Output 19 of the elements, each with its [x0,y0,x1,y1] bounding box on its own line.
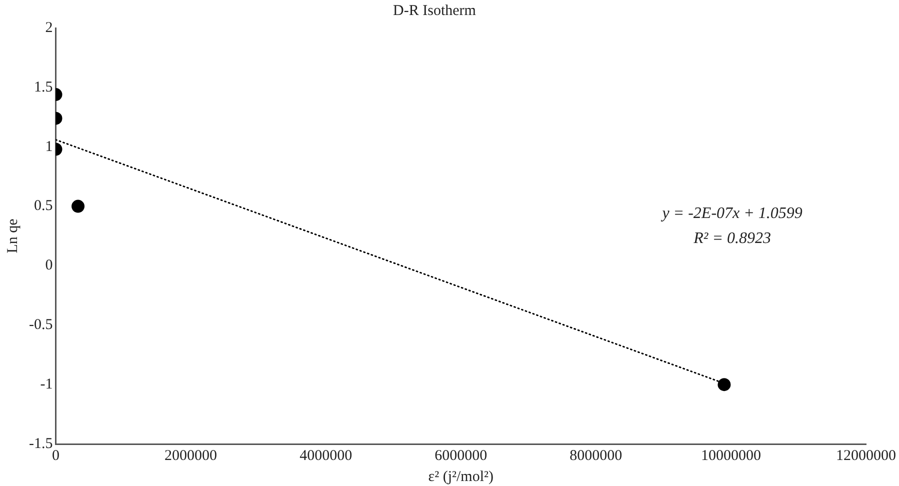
y-tick-label: 1.5 [34,79,53,96]
y-tick-label: 2 [45,20,53,36]
annotation: R² = 0.8923 [692,230,771,247]
x-axis-title: ε² (j²/mol²) [428,468,494,485]
y-tick-label: 0.5 [34,198,53,214]
y-tick-label: 0 [45,258,53,274]
x-tick-label: 4000000 [300,448,352,464]
chart-title: D-R Isotherm [393,2,476,19]
y-tick-label: -1 [40,376,53,393]
x-tick-label: 10000000 [700,448,761,464]
x-tick-label: 8000000 [570,448,622,464]
y-tick-label: -1.5 [28,436,53,452]
x-tick-label: 6000000 [434,448,488,464]
y-axis-title: Ln qe [4,218,21,254]
y-tick-label: -0.5 [28,317,53,334]
x-tick-label: 12000000 [836,448,896,464]
x-tick-label: 2000000 [164,448,218,464]
annotation: y = -2E-07x + 1.0599 [660,205,802,222]
y-tick-label: 1 [45,138,53,155]
